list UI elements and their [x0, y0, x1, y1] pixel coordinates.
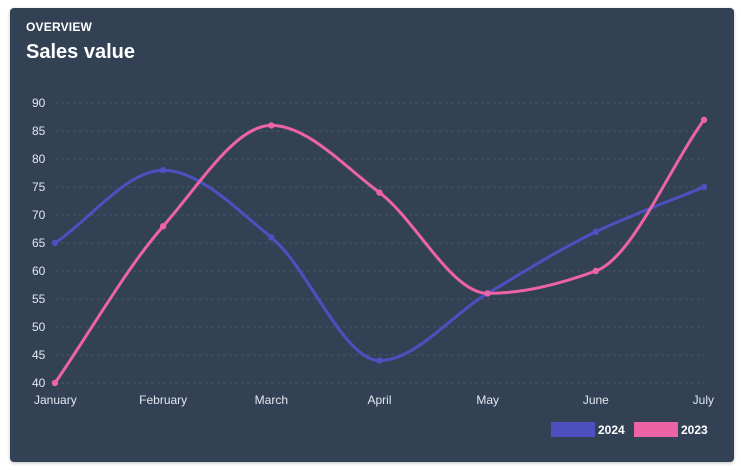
x-tick-label-march: March	[255, 393, 288, 407]
x-tick-label-february: February	[139, 393, 187, 407]
y-tick-label-70: 70	[32, 208, 46, 222]
y-gridlines	[55, 102, 704, 384]
data-point-2023-july	[700, 116, 708, 124]
x-tick-label-july: July	[693, 393, 714, 407]
sales-line-chart: 40 45 50 55 60 65 70 75 80 85 90 January February Mar…	[32, 96, 714, 437]
x-tick-label-january: January	[34, 393, 77, 407]
y-tick-label-40: 40	[32, 376, 46, 390]
data-point-2023-march	[268, 122, 275, 129]
x-tick-label-may: May	[476, 393, 499, 407]
data-point-2024-july	[700, 183, 708, 191]
card-eyebrow: OVERVIEW	[26, 20, 93, 34]
y-tick-label-90: 90	[32, 96, 46, 110]
legend-item-2024[interactable]: 2024	[551, 422, 625, 437]
y-tick-label-80: 80	[32, 152, 46, 166]
y-tick-label-50: 50	[32, 320, 46, 334]
y-tick-label-65: 65	[32, 236, 46, 250]
data-point-2023-february	[159, 223, 167, 230]
data-point-2023-january	[51, 379, 59, 387]
y-tick-label-45: 45	[32, 348, 46, 362]
data-point-2024-april	[376, 357, 383, 364]
data-point-2024-february	[159, 167, 167, 174]
x-tick-label-april: April	[367, 393, 391, 407]
data-point-2024-june	[592, 228, 600, 235]
y-tick-label-75: 75	[32, 180, 46, 194]
series-2023	[51, 116, 708, 387]
legend-label-2024: 2024	[598, 423, 625, 437]
legend-label-2023: 2023	[681, 423, 708, 437]
data-point-2023-may	[484, 290, 491, 297]
chart-legend: 2024 2023	[551, 422, 708, 437]
legend-swatch-2023	[634, 422, 678, 437]
data-point-2024-march	[268, 234, 275, 241]
data-point-2024-january	[51, 239, 59, 247]
legend-swatch-2024	[551, 422, 595, 437]
data-point-2023-june	[592, 267, 600, 275]
data-point-2023-april	[376, 189, 383, 196]
legend-item-2023[interactable]: 2023	[634, 422, 708, 437]
sales-value-card: OVERVIEW Sales value 40 45 50 55 60 65 70 75 80 8…	[10, 8, 734, 462]
x-tick-label-june: June	[583, 393, 609, 407]
y-tick-label-55: 55	[32, 292, 46, 306]
card-title: Sales value	[26, 41, 135, 63]
y-tick-label-60: 60	[32, 264, 46, 278]
y-tick-label-85: 85	[32, 124, 46, 138]
series-2024	[51, 167, 708, 364]
